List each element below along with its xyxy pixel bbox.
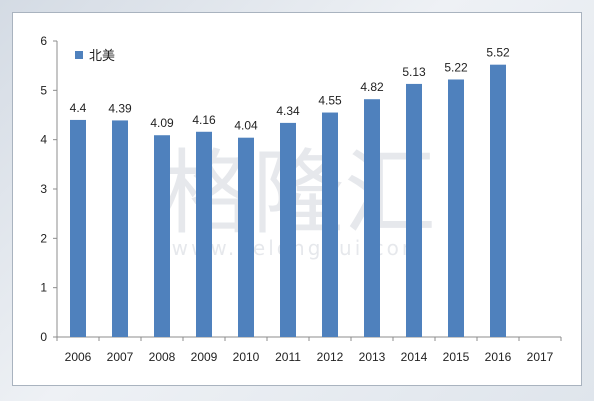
axes: 0 1 2 3 4 5 6 2006 2007 2008 2009 2010 2011 2012 2013 2…: [40, 34, 562, 364]
data-label: 4.55: [318, 94, 342, 108]
data-label: 4.4: [70, 101, 87, 115]
data-label: 5.22: [444, 60, 468, 74]
x-tick-label: 2016: [485, 350, 512, 364]
y-tick-label: 5: [40, 83, 47, 97]
data-label: 4.16: [192, 113, 216, 127]
data-label: 4.39: [108, 101, 132, 115]
data-label: 4.82: [360, 80, 384, 94]
data-label: 5.52: [486, 46, 510, 60]
chart-frame: 格隆汇 www.gelonghui.com 0 1 2 3 4 5 6 2006 2007 200…: [12, 12, 582, 386]
y-tick-label: 0: [40, 330, 47, 344]
legend-swatch: [75, 51, 83, 59]
bar: [280, 122, 296, 337]
bar: [154, 135, 170, 337]
bar: [70, 119, 86, 337]
x-tick-label: 2009: [191, 350, 218, 364]
data-label: 4.09: [150, 116, 174, 130]
x-tick-label: 2006: [65, 350, 92, 364]
legend: 北美: [75, 49, 115, 64]
data-label: 4.34: [276, 104, 300, 118]
y-tick-label: 4: [40, 133, 47, 147]
bar: [112, 120, 128, 337]
data-label: 5.13: [402, 65, 426, 79]
x-tick-label: 2008: [149, 350, 176, 364]
x-tick-label: 2017: [527, 350, 554, 364]
bar: [238, 137, 254, 337]
x-tick-label: 2007: [107, 350, 134, 364]
y-tick-label: 1: [40, 281, 47, 295]
x-tick-label: 2011: [275, 350, 301, 364]
y-tick-label: 6: [40, 34, 47, 48]
y-tick-label: 2: [40, 231, 47, 245]
legend-label: 北美: [89, 49, 115, 64]
bar: [322, 112, 338, 338]
bar: [490, 64, 506, 338]
bar: [364, 99, 380, 337]
bar: [448, 79, 464, 337]
data-label: 4.04: [234, 119, 258, 133]
x-tick-label: 2014: [401, 350, 428, 364]
x-tick-label: 2012: [317, 350, 344, 364]
bar: [196, 131, 212, 337]
x-tick-label: 2010: [233, 350, 260, 364]
x-tick-label: 2013: [359, 350, 386, 364]
bars: [70, 64, 506, 338]
y-tick-label: 3: [40, 182, 47, 196]
x-tick-label: 2015: [443, 350, 470, 364]
data-labels: 4.4 4.39 4.09 4.16 4.04 4.34 4.55 4.82 5.13 5.22 5…: [70, 46, 510, 133]
bar: [406, 83, 422, 337]
